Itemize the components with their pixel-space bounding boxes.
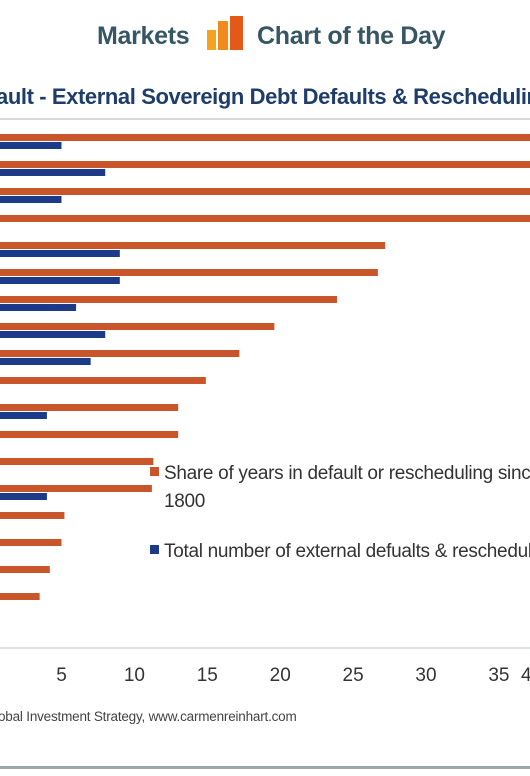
x-tick-label: 35 — [488, 665, 509, 686]
bar-share — [0, 161, 530, 168]
bar-share — [0, 323, 275, 330]
bar-share — [0, 215, 530, 222]
bar-share — [0, 377, 206, 384]
x-tick-label: 4 — [521, 665, 530, 686]
markets-label: Markets — [97, 22, 190, 50]
bar-share — [0, 512, 65, 519]
bar-count — [0, 196, 62, 203]
header-bar: Markets Chart of the Day — [0, 0, 530, 72]
x-tick-label: 10 — [124, 665, 145, 686]
bar-count — [0, 358, 91, 365]
x-tick-label: 20 — [270, 665, 291, 686]
bar-share — [0, 350, 240, 357]
bar-count — [0, 412, 47, 419]
x-tick-label: 5 — [56, 665, 67, 686]
bar-share — [0, 134, 530, 141]
bar-count — [0, 304, 77, 311]
source-note: obal Investment Strategy, www.carmenrein… — [0, 709, 297, 724]
bar-count — [0, 250, 120, 257]
bar-count — [0, 142, 62, 149]
x-tick-label: 30 — [415, 665, 436, 686]
chart-title: ault - External Sovereign Debt Defaults … — [0, 84, 530, 109]
legend-swatch-share — [150, 467, 159, 476]
title-divider — [0, 118, 530, 120]
footer-divider — [0, 766, 530, 769]
bar-share — [0, 296, 338, 303]
bar-count — [0, 169, 106, 176]
bar-share — [0, 242, 386, 249]
bar-share — [0, 458, 154, 465]
x-tick-label: 15 — [197, 665, 218, 686]
x-tick-label: 25 — [343, 665, 364, 686]
legend-swatch-count — [150, 545, 159, 554]
chart-of-the-day-label: Chart of the Day — [257, 22, 446, 50]
bar-share — [0, 485, 152, 492]
bar-count — [0, 493, 47, 500]
bar-count — [0, 277, 120, 284]
bar-chart-logo-icon — [207, 16, 243, 50]
bar-count — [0, 331, 106, 338]
legend-label-share: Share of years in default or reschedulin… — [164, 463, 530, 512]
bar-share — [0, 269, 378, 276]
bar-share — [0, 431, 179, 438]
bar-share — [0, 404, 179, 411]
bar-share — [0, 566, 50, 573]
bar-share — [0, 539, 62, 546]
bar-share — [0, 188, 530, 195]
bar-share — [0, 593, 40, 600]
legend-label-count: Total number of external defualts & resc… — [164, 541, 530, 562]
